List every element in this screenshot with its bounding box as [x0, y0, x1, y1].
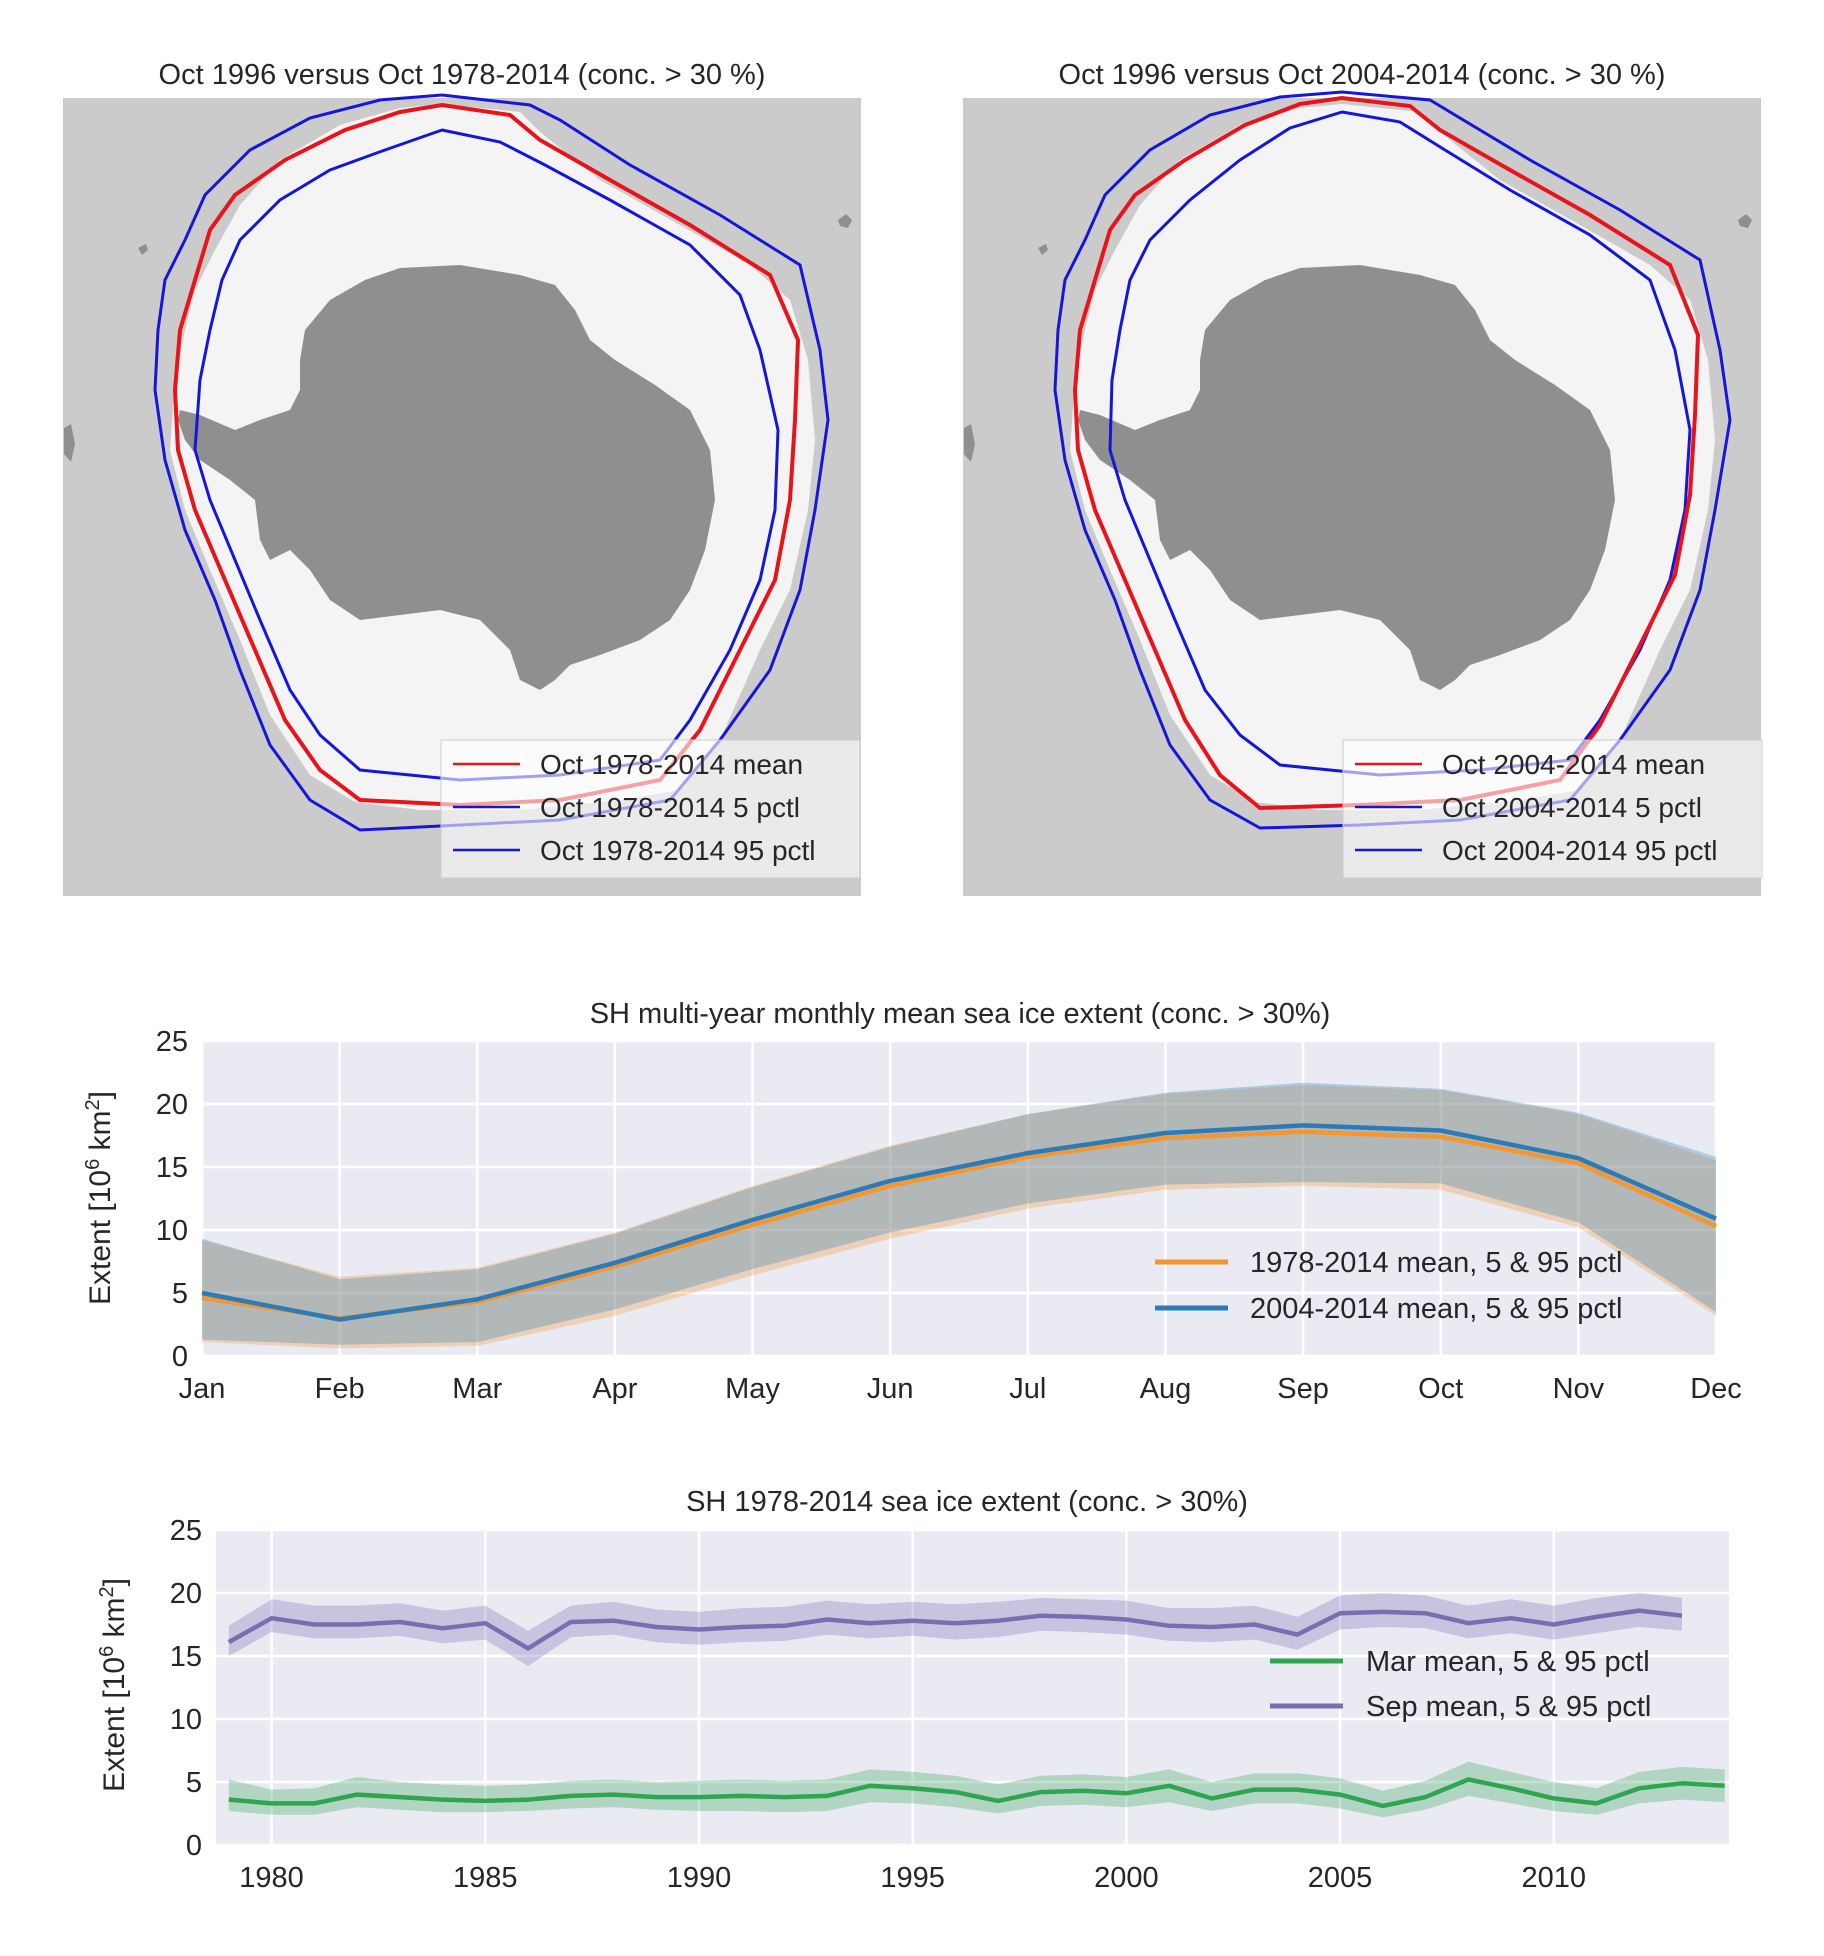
map-1-legend-pctl5: Oct 1978-2014 5 pctl — [540, 792, 800, 823]
x-tick-label: Apr — [592, 1373, 637, 1405]
x-tick-label: 2005 — [1308, 1862, 1373, 1894]
yearly-legend-label-1: Mar mean, 5 & 95 pctl — [1366, 1646, 1650, 1678]
map-2-pctl95-line — [1053, 90, 1732, 830]
y-tick-label: 5 — [172, 1278, 188, 1310]
map-1-mean-line — [172, 102, 801, 808]
monthly-legend: 1978-2014 mean, 5 & 95 pctl 2004-2014 me… — [1155, 1247, 1622, 1325]
x-tick-label: Dec — [1690, 1373, 1742, 1405]
x-tick-label: 2000 — [1094, 1862, 1159, 1894]
x-tick-label: May — [725, 1373, 780, 1405]
yearly-plot-area — [216, 1530, 1729, 1845]
map-2-legend-pctl5: Oct 2004-2014 5 pctl — [1442, 792, 1702, 823]
yearly-legend: Mar mean, 5 & 95 pctl Sep mean, 5 & 95 p… — [1270, 1646, 1651, 1723]
map-panel-2: Oct 1996 versus Oct 2004-2014 (conc. > 3… — [963, 59, 1763, 896]
monthly-y-axis-label: Extent [106 km2] — [82, 1091, 117, 1305]
x-tick-label: 1995 — [880, 1862, 945, 1894]
y-tick-label: 15 — [156, 1152, 188, 1184]
yearly-chart: SH 1978-2014 sea ice extent (conc. > 30%… — [96, 1486, 1729, 1894]
x-tick-label: Jun — [867, 1373, 914, 1405]
x-tick-label: Jan — [179, 1373, 226, 1405]
monthly-legend-label-2: 2004-2014 mean, 5 & 95 pctl — [1250, 1293, 1622, 1325]
yearly-percentile-bands — [228, 1593, 1725, 1818]
y-tick-label: 0 — [186, 1830, 202, 1862]
yearly-chart-title: SH 1978-2014 sea ice extent (conc. > 30%… — [686, 1486, 1248, 1518]
yearly-x-ticks: 1980 1985 1990 1995 2000 2005 2010 — [239, 1862, 1586, 1894]
percentile-band-green — [228, 1761, 1725, 1818]
monthly-percentile-bands — [202, 1082, 1716, 1349]
map-2-landmass-islands — [964, 214, 1752, 462]
yearly-gridlines — [216, 1528, 1729, 1847]
y-tick-label: 10 — [156, 1215, 188, 1247]
y-tick-label: 20 — [156, 1089, 188, 1121]
x-tick-label: 1980 — [239, 1862, 304, 1894]
y-tick-label: 20 — [170, 1578, 202, 1610]
y-tick-label: 5 — [186, 1767, 202, 1799]
map-1-pctl5-line — [193, 128, 780, 782]
map-2-legend: Oct 2004-2014 mean Oct 2004-2014 5 pctl … — [1342, 739, 1763, 879]
percentile-band-purple — [228, 1593, 1682, 1667]
y-tick-label: 15 — [170, 1641, 202, 1673]
percentile-band-blue — [202, 1082, 1716, 1345]
monthly-chart-title: SH multi-year monthly mean sea ice exten… — [590, 998, 1331, 1030]
y-tick-label: 25 — [156, 1026, 188, 1058]
y-tick-label: 25 — [170, 1515, 202, 1547]
x-tick-label: Feb — [315, 1373, 365, 1405]
monthly-legend-label-1: 1978-2014 mean, 5 & 95 pctl — [1250, 1247, 1622, 1279]
map-2-legend-pctl95: Oct 2004-2014 95 pctl — [1442, 835, 1718, 866]
map-2-title: Oct 1996 versus Oct 2004-2014 (conc. > 3… — [1059, 59, 1666, 91]
x-tick-label: Mar — [452, 1373, 502, 1405]
monthly-chart: SH multi-year monthly mean sea ice exten… — [82, 998, 1742, 1405]
mean-line-purple — [227, 1608, 1683, 1651]
x-tick-label: Sep — [1277, 1373, 1329, 1405]
map-1-legend-mean: Oct 1978-2014 mean — [540, 749, 803, 780]
map-1-landmass-islands — [64, 214, 852, 462]
yearly-y-axis-label: Extent [106 km2] — [96, 1578, 131, 1792]
map-2-pctl5-line — [1108, 110, 1692, 777]
x-tick-label: Jul — [1009, 1373, 1046, 1405]
x-tick-label: 2010 — [1522, 1862, 1587, 1894]
x-tick-label: Aug — [1140, 1373, 1192, 1405]
x-tick-label: 1990 — [667, 1862, 732, 1894]
map-panel-1: Oct 1996 versus Oct 1978-2014 (conc. > 3… — [63, 59, 861, 896]
y-tick-label: 10 — [170, 1704, 202, 1736]
yearly-mean-lines — [227, 1608, 1725, 1809]
x-tick-label: 1985 — [453, 1862, 518, 1894]
x-tick-label: Oct — [1418, 1373, 1463, 1405]
monthly-y-ticks: 0 5 10 15 20 25 — [156, 1026, 188, 1373]
monthly-gridlines — [200, 1039, 1718, 1358]
map-1-title: Oct 1996 versus Oct 1978-2014 (conc. > 3… — [159, 59, 766, 91]
mean-line-green — [228, 1777, 1725, 1809]
x-tick-label: Nov — [1553, 1373, 1605, 1405]
mean-line-blue — [201, 1123, 1717, 1322]
map-2-legend-mean: Oct 2004-2014 mean — [1442, 749, 1705, 780]
y-tick-label: 0 — [172, 1341, 188, 1373]
map-1-legend-pctl95: Oct 1978-2014 95 pctl — [540, 835, 816, 866]
yearly-legend-label-2: Sep mean, 5 & 95 pctl — [1366, 1691, 1651, 1723]
monthly-mean-lines — [201, 1123, 1717, 1322]
map-2-mean-line — [1072, 95, 1701, 811]
map-1-antarctica — [178, 265, 715, 690]
percentile-band-orange — [202, 1085, 1716, 1349]
map-2-antarctica — [1078, 265, 1615, 690]
map-1-pctl95-line — [153, 93, 830, 832]
yearly-y-ticks: 0 5 10 15 20 25 — [170, 1515, 202, 1862]
map-1-legend: Oct 1978-2014 mean Oct 1978-2014 5 pctl … — [440, 739, 861, 879]
monthly-x-ticks: Jan Feb Mar Apr May Jun Jul Aug Sep Oct Nov Dec — [179, 1373, 1742, 1405]
